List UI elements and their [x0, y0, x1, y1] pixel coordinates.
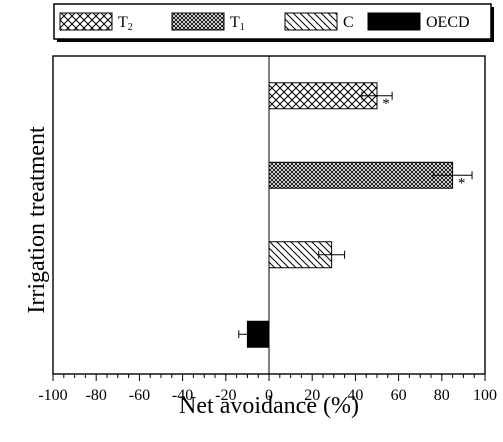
legend-swatch [171, 12, 225, 31]
bar-group-c [268, 241, 346, 269]
bar-group-t2: * [268, 82, 393, 112]
bars: ** [238, 82, 473, 348]
x-tick-label: 100 [473, 387, 497, 404]
bar-t1 [268, 161, 454, 189]
legend-swatch [367, 12, 421, 31]
x-tick-label: -80 [86, 387, 107, 404]
significance-marker: * [458, 175, 466, 191]
x-tick-label: -40 [172, 387, 193, 404]
x-tick-label: -20 [215, 387, 236, 404]
bar-group-oecd [238, 320, 270, 348]
legend-item-c: C [284, 12, 354, 31]
legend-item-t1: T1 [171, 12, 245, 33]
bar-t2 [268, 82, 378, 110]
x-tick-label: 40 [347, 387, 363, 404]
bar-group-t1: * [268, 161, 473, 191]
x-axis-tick-labels: -100 -80 -60 -40 -20 0 20 40 60 80 100 [38, 387, 497, 404]
legend-item-t2: T2 [59, 12, 133, 33]
legend-label: OECD [426, 14, 470, 31]
x-tick-label: 60 [391, 387, 407, 404]
legend: T2 T1 C OECD [53, 3, 494, 42]
x-tick-label: 80 [434, 387, 450, 404]
y-axis-title: Irrigation treatment [24, 126, 50, 314]
x-tick-label: -60 [129, 387, 150, 404]
legend-swatch [284, 12, 338, 31]
legend-label: C [343, 14, 354, 31]
legend-swatch [59, 12, 113, 31]
significance-marker: * [382, 96, 390, 112]
x-tick-label: 20 [304, 387, 320, 404]
x-axis-ticks [52, 374, 486, 381]
legend-item-oecd: OECD [367, 12, 470, 31]
x-axis-title: Net avoidance (%) [179, 393, 359, 419]
x-tick-label: 0 [265, 387, 273, 404]
x-tick-label: -100 [38, 387, 67, 404]
